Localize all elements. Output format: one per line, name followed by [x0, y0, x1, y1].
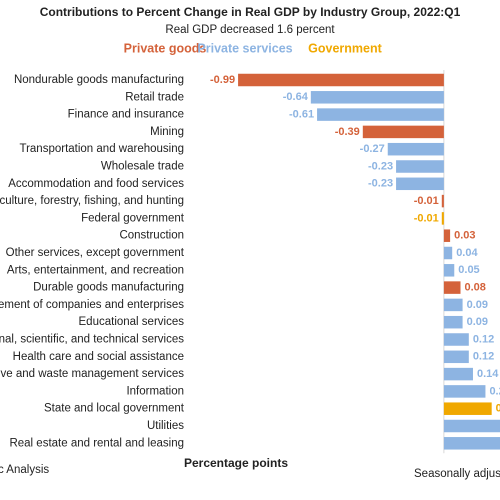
y-tick-label: gement of companies and enterprises — [0, 299, 184, 311]
legend-entry: Private goods — [124, 41, 207, 55]
y-tick-label: Construction — [119, 230, 184, 242]
bar — [441, 212, 444, 225]
value-label: 0.12 — [473, 333, 494, 345]
legend-entry: Government — [308, 41, 382, 55]
y-tick-label: Health care and social assistance — [13, 351, 184, 363]
y-tick-label: Real estate and rental and leasing — [9, 437, 184, 449]
value-label: -0.99 — [210, 74, 235, 86]
value-label: -0.23 — [368, 160, 393, 172]
y-tick-label: Information — [126, 385, 184, 397]
chart-subtitle: Real GDP decreased 1.6 percent — [165, 24, 335, 36]
y-tick-label: Finance and insurance — [68, 109, 184, 121]
y-tick-label: Mining — [150, 126, 184, 138]
chart-title: Contributions to Percent Change in Real … — [40, 5, 461, 19]
value-label: -0.39 — [335, 126, 360, 138]
value-label: -0.64 — [283, 91, 309, 103]
value-label: 0.03 — [454, 230, 475, 242]
value-label: 0.09 — [467, 316, 488, 328]
y-tick-label: Other services, except government — [6, 247, 185, 259]
value-label: 0.2 — [489, 385, 500, 397]
bar — [396, 177, 444, 191]
bar — [443, 367, 473, 381]
value-label: 0.09 — [467, 299, 488, 311]
y-tick-label: Durable goods manufacturing — [33, 282, 184, 294]
bar — [443, 298, 463, 312]
value-label: 0.23 — [496, 403, 500, 415]
y-tick-label: Arts, entertainment, and recreation — [7, 264, 184, 276]
bar — [238, 73, 444, 87]
y-tick-label: culture, forestry, fishing, and hunting — [0, 195, 184, 207]
value-label: 0.04 — [456, 247, 478, 259]
note: Seasonally adjust — [414, 468, 500, 480]
y-tick-label: Utilities — [147, 420, 184, 432]
bar — [310, 91, 444, 104]
bar — [443, 419, 500, 433]
value-label: -0.27 — [360, 143, 385, 155]
y-tick-label: Wholesale trade — [101, 161, 184, 173]
y-tick-label: Educational services — [79, 316, 185, 328]
bar — [387, 142, 444, 156]
value-label: -0.61 — [289, 109, 314, 121]
bar — [443, 281, 461, 294]
legend-entry: Private services — [197, 41, 292, 55]
y-tick-label: tive and waste management services — [0, 368, 184, 380]
source: c Analysis — [0, 464, 49, 476]
bar — [317, 108, 444, 121]
value-label: 0.05 — [458, 264, 479, 276]
x-axis-label: Percentage points — [184, 456, 288, 470]
bar — [443, 402, 492, 415]
y-tick-label: Transportation and warehousing — [19, 143, 184, 155]
bar — [443, 229, 451, 242]
y-tick-label: Nondurable goods manufacturing — [14, 74, 184, 86]
bar — [362, 125, 444, 139]
y-tick-label: Accommodation and food services — [8, 178, 184, 190]
bar — [443, 333, 469, 346]
bar — [443, 385, 486, 398]
value-label: 0.08 — [465, 282, 486, 294]
bar — [443, 264, 455, 277]
value-label: -0.23 — [368, 178, 393, 190]
value-label: 0.12 — [473, 351, 494, 363]
y-tick-label: State and local government — [44, 403, 185, 415]
y-tick-label: onal, scientific, and technical services — [0, 334, 184, 346]
bar — [443, 315, 463, 329]
bar — [443, 246, 453, 260]
bar — [441, 194, 444, 208]
bar — [443, 437, 500, 450]
value-label: -0.01 — [414, 212, 439, 224]
value-label: -0.01 — [414, 195, 439, 207]
y-tick-label: Federal government — [81, 212, 185, 224]
value-label: 0.14 — [477, 368, 499, 380]
bar — [443, 350, 469, 364]
y-tick-label: Retail trade — [125, 91, 184, 103]
bar — [396, 160, 444, 173]
